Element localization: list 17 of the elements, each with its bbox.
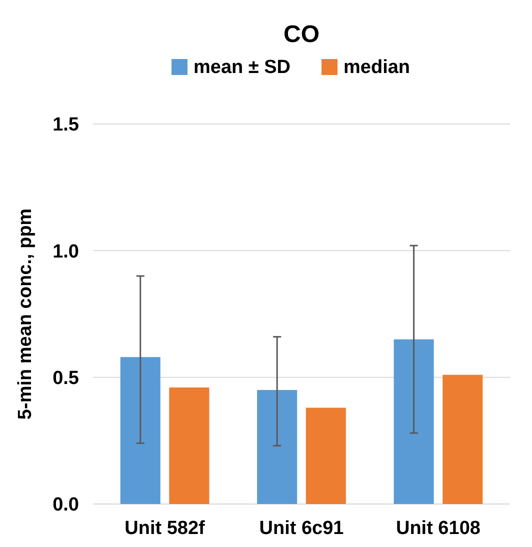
bar <box>306 408 346 504</box>
y-tick-label: 1.5 <box>52 114 80 136</box>
chart-title: CO <box>284 21 320 48</box>
bar <box>257 390 298 504</box>
legend-label: mean ± SD <box>194 57 291 78</box>
bar <box>394 339 434 504</box>
bar <box>169 387 210 504</box>
x-tick-label: Unit 6c91 <box>259 518 344 539</box>
y-tick-label: 1.0 <box>52 241 79 262</box>
y-tick-label: 0.0 <box>52 494 79 516</box>
legend-label: median <box>344 57 410 78</box>
y-tick-label: 0.5 <box>52 368 80 389</box>
bar <box>442 374 483 504</box>
x-tick-label: Unit 582f <box>124 518 206 539</box>
y-axis-title: 5-min mean conc., ppm <box>15 208 36 420</box>
bar <box>120 357 160 504</box>
x-tick-label: Unit 6108 <box>396 518 480 539</box>
